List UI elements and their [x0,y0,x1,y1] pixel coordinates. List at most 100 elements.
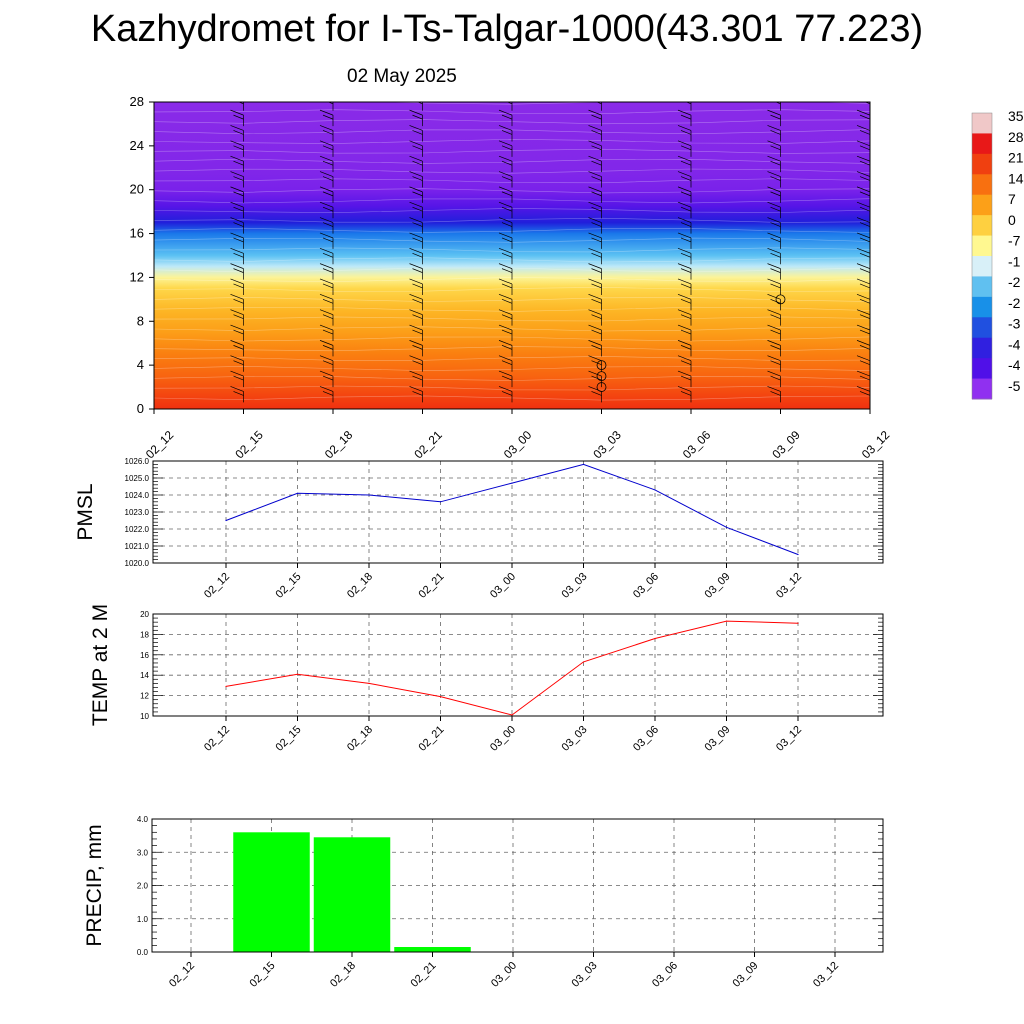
precip-chart: 0.0 1.0 2.0 3.0 4.0 02_12 02_15 02_18 02_21 03_00… [83,815,884,990]
colorbar-label: -2 [1008,295,1021,311]
plot-frame [152,460,884,564]
x-tick-label: 02_15 [274,724,304,754]
y-tick-label: 10 [140,712,149,721]
colorbar-label: 7 [1008,191,1016,207]
colorbar-label: -4 [1008,357,1021,373]
y-tick-label: 1020.0 [125,559,150,568]
x-tick-label: 03_12 [774,571,804,601]
y-tick-label: 2.0 [137,882,149,891]
colorbar-label: 21 [1008,150,1024,166]
data-point [582,661,585,663]
plot-frame [151,818,884,953]
y-tick-label: 24 [130,138,144,153]
colorbar: 35 28 21 14 7 0 -7 -1 -2 -2 -3 -4 -4 -5 [971,108,1024,400]
y-tick-label: 20 [130,182,144,197]
x-tick-label: 03_00 [501,428,535,462]
x-tick-label: 02_18 [322,428,356,462]
x-tick-label: 03_09 [703,724,733,754]
x-tick-label: 03_12 [859,428,893,462]
data-point [797,622,799,624]
y-tick-label: 1023.0 [125,508,150,517]
chart-subtitle: 02 May 2025 [347,66,457,87]
y-axis-label: TEMP at 2 M [89,604,112,726]
x-tick-label: 03_06 [680,428,714,462]
calm-marker [596,382,607,392]
x-tick-label: 03_12 [811,960,841,990]
x-tick-label: 02_18 [345,571,375,601]
bar [313,837,391,952]
x-tick-label: 02_21 [417,724,447,754]
colorbar-swatch [972,215,992,237]
colorbar-label: 35 [1008,108,1024,124]
calm-marker [775,294,786,305]
calm-marker [596,371,607,382]
data-point [225,685,227,688]
y-tick-label: 12 [140,692,149,701]
plot-frame [152,613,884,717]
bar [233,832,310,952]
colorbar-swatch [972,378,992,400]
data-point [725,526,728,528]
y-axis-label: PRECIP, mm [83,824,106,946]
y-tick-label: 16 [140,651,149,660]
pmsl-chart: 1020.0 1021.0 1022.0 1023.0 1024.0 1025.0 1026… [74,457,884,601]
data-point [225,519,227,522]
y-tick-label: 1.0 [137,915,149,924]
colorbar-swatch [972,256,992,277]
colorbar-swatch [972,337,992,359]
data-point [511,714,513,716]
y-tick-label: 28 [130,94,144,109]
colorbar-label: 0 [1008,212,1016,228]
y-tick-label: 0 [137,401,144,416]
y-axis-label: PMSL [74,483,97,540]
colorbar-swatch [972,235,992,257]
y-tick-label: 1026.0 [125,457,150,466]
data-point [582,463,585,465]
data-point [654,637,656,640]
data-point [439,696,442,698]
x-tick-label: 03_03 [560,571,590,601]
colorbar-swatch [972,133,992,155]
x-tick-label: 03_00 [489,960,519,990]
colorbar-label: 14 [1008,170,1024,186]
x-tick-label: 02_12 [167,960,197,990]
colorbar-swatch [972,317,992,339]
data-point [797,553,799,556]
x-tick-label: 03_03 [560,724,590,754]
x-tick-label: 03_00 [488,571,518,601]
x-tick-label: 02_12 [202,571,232,601]
colorbar-frame [971,112,993,400]
x-tick-label: 02_18 [345,724,375,754]
x-tick-label: 03_06 [631,571,661,601]
colorbar-label: -3 [1008,316,1021,332]
y-tick-label: 18 [140,630,149,639]
x-tick-label: 02_15 [232,428,266,462]
x-tick-label: 02_18 [328,960,358,990]
colorbar-label: -4 [1008,336,1021,352]
data-point [368,682,370,684]
y-tick-label: 4 [137,357,144,372]
y-tick-label: 1024.0 [125,491,150,500]
y-tick-label: 3.0 [137,848,149,857]
data-point [725,620,728,622]
x-tick-label: 03_09 [703,571,733,601]
colorbar-label: -1 [1008,253,1021,269]
data-point [511,482,513,484]
x-tick-label: 03_03 [570,960,600,990]
x-tick-label: 03_03 [590,428,624,462]
y-tick-label: 1021.0 [125,542,150,551]
bar [394,947,471,952]
colorbar-swatch [972,194,992,216]
x-tick-label: 03_09 [769,428,803,462]
y-tick-label: 8 [137,313,144,328]
y-tick-label: 14 [140,671,149,680]
y-tick-label: 12 [130,269,144,284]
x-tick-label: 02_21 [411,428,445,462]
colorbar-swatch [972,276,992,298]
y-tick-label: 20 [140,610,149,619]
colorbar-label: -2 [1008,274,1021,290]
x-tick-label: 03_12 [774,724,804,754]
colorbar-swatch [972,358,992,380]
